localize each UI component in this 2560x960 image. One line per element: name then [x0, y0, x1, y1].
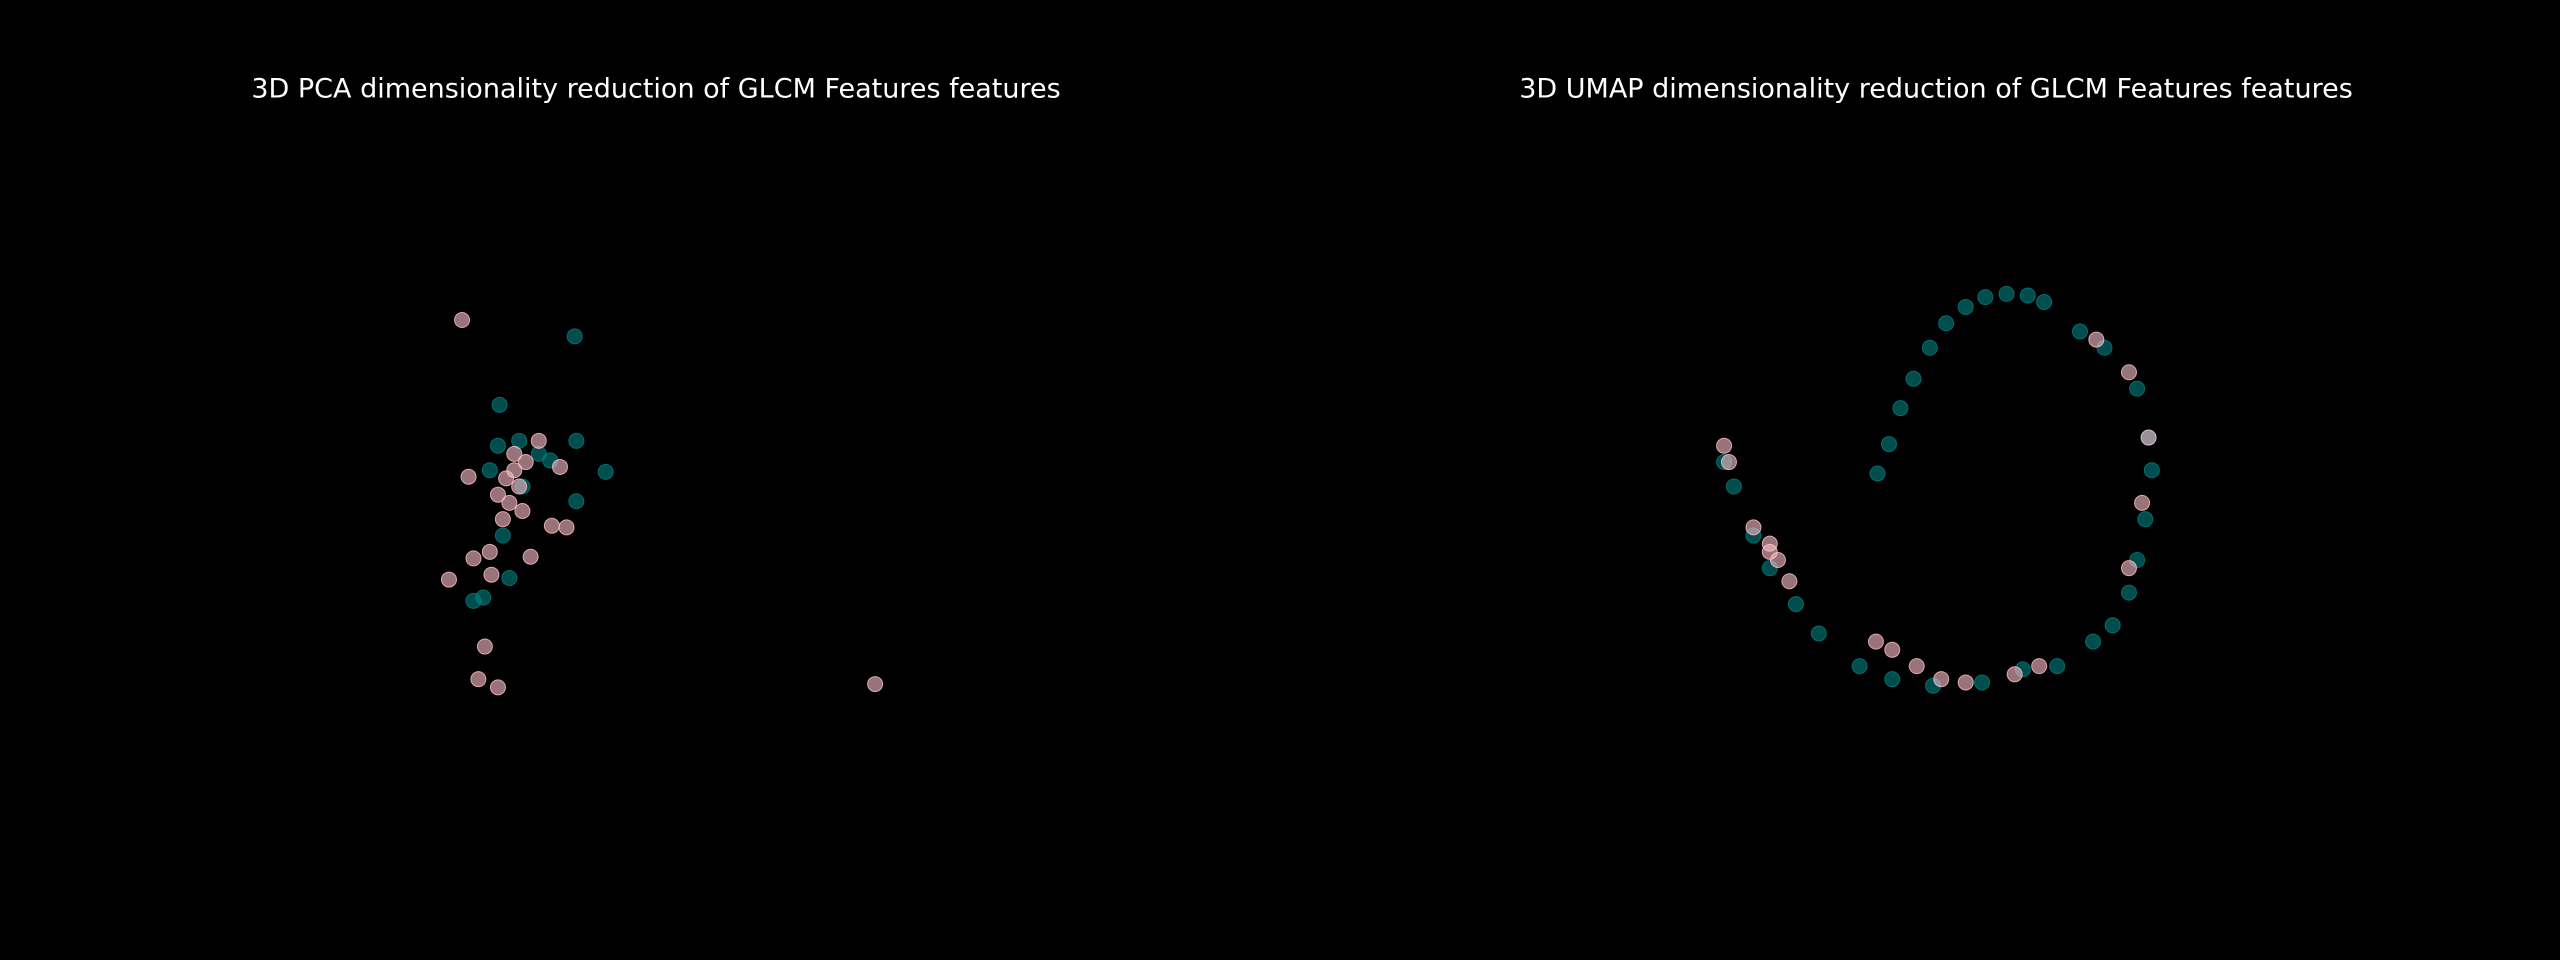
- point: [597, 463, 614, 480]
- point: [867, 676, 884, 693]
- point: [1781, 573, 1798, 590]
- point: [511, 478, 528, 495]
- point: [506, 445, 523, 462]
- point: [568, 493, 585, 510]
- point: [1761, 543, 1778, 560]
- point: [2104, 617, 2121, 634]
- point: [1921, 339, 1938, 356]
- point: [2143, 462, 2160, 479]
- point: [2120, 560, 2137, 577]
- point: [1869, 465, 1886, 482]
- point: [1716, 437, 1733, 454]
- point: [1787, 596, 1804, 613]
- point: [1938, 315, 1955, 332]
- point: [2031, 658, 2048, 675]
- point: [2019, 287, 2036, 304]
- point: [470, 671, 487, 688]
- point: [1977, 289, 1994, 306]
- point: [2140, 429, 2157, 446]
- point: [1892, 400, 1909, 417]
- point: [1720, 454, 1737, 471]
- point: [1974, 674, 1991, 691]
- point: [2134, 494, 2151, 511]
- point: [483, 566, 500, 583]
- point: [481, 462, 498, 479]
- point: [2072, 323, 2088, 340]
- point: [2088, 331, 2105, 348]
- point: [491, 396, 508, 413]
- point: [1851, 658, 1868, 675]
- panel: 3D UMAP dimensionality reduction of GLCM…: [1519, 74, 2353, 694]
- point: [1905, 370, 1922, 387]
- point: [501, 494, 518, 511]
- point: [522, 548, 539, 565]
- point: [498, 470, 515, 487]
- point: [465, 592, 482, 609]
- point: [1867, 633, 1884, 650]
- point: [568, 432, 585, 449]
- point: [501, 569, 518, 586]
- point: [1810, 625, 1827, 642]
- point: [465, 550, 482, 567]
- point: [1884, 671, 1901, 688]
- point: [1933, 671, 1950, 688]
- point: [476, 638, 493, 655]
- point: [481, 543, 498, 560]
- point: [440, 571, 457, 588]
- point: [2129, 380, 2146, 397]
- chart-title: 3D UMAP dimensionality reduction of GLCM…: [1519, 74, 2353, 105]
- point: [454, 312, 471, 328]
- point: [2120, 364, 2137, 381]
- point: [1884, 641, 1901, 658]
- point: [1998, 285, 2015, 302]
- point: [2036, 294, 2053, 311]
- point: [2049, 658, 2066, 675]
- point: [2085, 633, 2102, 650]
- point: [489, 437, 506, 454]
- point: [1725, 478, 1742, 495]
- point: [460, 468, 477, 485]
- point: [1745, 519, 1762, 536]
- point: [2006, 666, 2023, 683]
- point: [566, 328, 583, 345]
- point: [2120, 584, 2137, 601]
- point: [1957, 298, 1974, 315]
- point: [517, 454, 534, 471]
- point: [494, 511, 511, 528]
- point: [558, 519, 575, 536]
- point: [1908, 658, 1925, 675]
- point: [489, 679, 506, 696]
- point: [494, 527, 511, 544]
- panel: 3D PCA dimensionality reduction of GLCM …: [251, 74, 1061, 696]
- point: [552, 458, 568, 475]
- chart-title: 3D PCA dimensionality reduction of GLCM …: [251, 74, 1060, 105]
- point: [2137, 511, 2154, 528]
- point: [489, 486, 506, 503]
- point: [543, 517, 560, 534]
- point: [1880, 436, 1897, 453]
- point: [514, 503, 531, 520]
- point: [1957, 674, 1974, 691]
- point: [530, 432, 547, 449]
